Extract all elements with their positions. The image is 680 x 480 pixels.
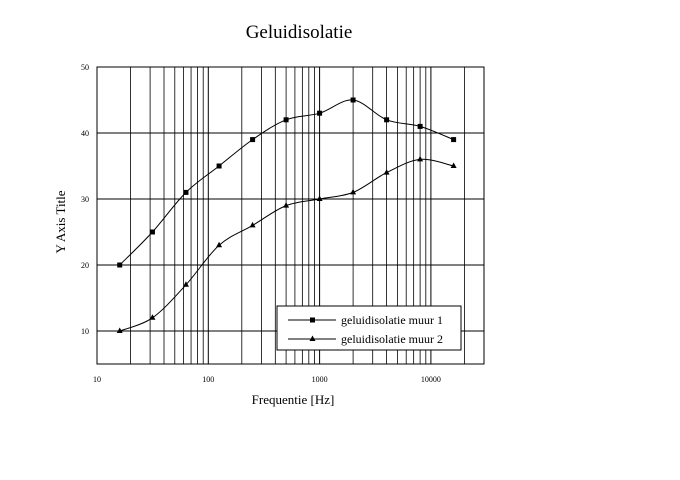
data-point-square: [350, 97, 356, 103]
legend-triangle-marker: [309, 335, 316, 341]
data-point-triangle: [383, 169, 390, 175]
chart-title: Geluidisolatie: [246, 22, 353, 43]
y-tick-label: 50: [81, 63, 89, 72]
x-tick-label: 100: [202, 375, 214, 384]
data-point-triangle: [116, 327, 123, 333]
plot-frame: [96, 66, 485, 365]
legend-square-marker: [310, 317, 315, 323]
data-point-square: [384, 117, 390, 123]
data-point-triangle: [182, 281, 189, 287]
x-tick-label: 10000: [421, 375, 441, 384]
data-point-triangle: [350, 188, 357, 195]
data-point-triangle: [216, 241, 223, 248]
data-point-square: [451, 137, 457, 143]
legend: geluidisolatie muur 1 geluidisolatie muu…: [276, 305, 462, 351]
data-point-triangle: [149, 314, 156, 320]
x-tick-label: 10: [93, 375, 101, 384]
data-point-square: [317, 110, 323, 116]
x-axis-title: Frequentie [Hz]: [252, 392, 335, 407]
x-axis-ticks: 10 100 1000 10000: [93, 375, 441, 384]
data-series: [116, 97, 457, 333]
data-point-triangle: [417, 155, 424, 162]
y-tick-label: 20: [81, 261, 89, 270]
legend-label-muur-1: geluidisolatie muur 1: [341, 313, 443, 327]
data-point-square: [283, 117, 289, 123]
y-axis-ticks: 10 20 30 40 50: [81, 63, 89, 336]
data-point-square: [117, 262, 123, 268]
data-point-triangle: [450, 162, 457, 168]
data-point-triangle: [283, 202, 290, 208]
y-tick-label: 30: [81, 195, 89, 204]
data-point-square: [250, 137, 256, 143]
data-point-square: [183, 189, 189, 195]
legend-label-muur-2: geluidisolatie muur 2: [341, 332, 443, 346]
data-point-square: [417, 123, 423, 129]
y-tick-label: 10: [81, 327, 89, 336]
data-point-triangle: [316, 195, 323, 201]
y-tick-label: 40: [81, 129, 89, 138]
x-tick-label: 1000: [312, 375, 328, 384]
data-point-triangle: [249, 221, 256, 228]
legend-box: [276, 305, 462, 351]
y-axis-title: Y Axis Title: [53, 190, 68, 253]
data-point-square: [149, 229, 155, 235]
data-point-square: [216, 163, 222, 169]
